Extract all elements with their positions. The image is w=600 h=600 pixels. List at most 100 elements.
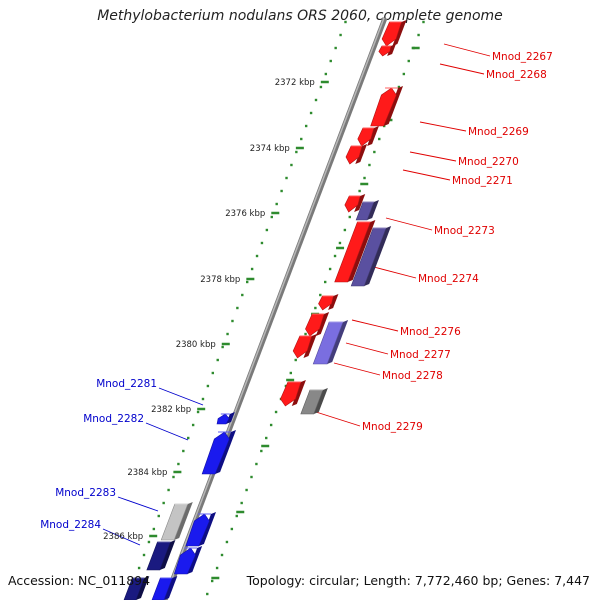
- gene-mnod-2276: [305, 312, 330, 337]
- gene-labels: 2372 kbp 2374 kbp 2376 kbp 2378 kbp 2380 kbp…: [40, 51, 553, 542]
- label-leader-line: [345, 342, 389, 355]
- right-track-dot: [255, 462, 258, 466]
- genome-backbone-highlight: [163, 17, 385, 600]
- forward-gene-label: Mnod_2277: [390, 349, 451, 361]
- label-leader-line: [333, 362, 381, 376]
- gene-mnod-2273: [355, 200, 379, 221]
- accession-footer: Accession: NC_011894: [8, 573, 151, 588]
- gene-mnod-2268: [378, 44, 396, 57]
- gene-mnod-2275: [318, 294, 339, 311]
- left-track-dot: [172, 475, 175, 479]
- left-track-dot: [265, 228, 269, 232]
- left-track-dot: [270, 215, 273, 219]
- left-track-dot: [221, 345, 224, 349]
- gene-features: [123, 20, 407, 600]
- left-track-dot: [260, 241, 264, 245]
- gene-mnod-2284: [146, 540, 176, 571]
- right-track-dot: [250, 475, 253, 479]
- right-track-dot: [265, 436, 268, 440]
- left-track-dot: [285, 176, 288, 180]
- forward-gene-label: Mnod_2267: [492, 51, 553, 63]
- gene-mnod-2274: [350, 226, 392, 287]
- left-track-dot: [162, 501, 165, 505]
- left-track-dot: [250, 267, 254, 271]
- genome-backbone: [162, 17, 388, 600]
- forward-gene-label: Mnod_2279: [362, 421, 423, 433]
- forward-gene-label: Mnod_2270: [458, 156, 519, 168]
- left-track-dot: [177, 462, 180, 466]
- right-track-dot: [324, 280, 327, 284]
- label-leader-line: [409, 151, 457, 162]
- right-track-dot: [368, 163, 371, 167]
- forward-gene-label: Mnod_2273: [434, 225, 495, 237]
- left-track-dot: [201, 397, 205, 401]
- left-track-dot: [334, 46, 337, 50]
- forward-gene-label: Mnod_2276: [400, 326, 461, 338]
- reverse-gene-label: Mnod_2282: [83, 413, 144, 425]
- left-track-dot: [290, 163, 293, 167]
- right-track-dot: [304, 332, 307, 336]
- label-leader-line: [158, 387, 204, 406]
- right-track-dot: [358, 189, 361, 193]
- left-track-dot: [246, 280, 249, 284]
- left-track-dot: [206, 384, 210, 388]
- label-leader-line: [402, 169, 451, 181]
- forward-gene-label: Mnod_2268: [486, 69, 547, 81]
- left-track-dot: [329, 59, 332, 63]
- right-track-dot: [230, 527, 234, 531]
- label-leader-line: [443, 43, 491, 57]
- scale-label: 2372 kbp: [275, 78, 315, 88]
- right-track-dot: [245, 488, 248, 492]
- right-track-dot: [206, 592, 209, 596]
- scale-label: 2386 kbp: [103, 532, 143, 542]
- left-track-dot: [187, 436, 190, 440]
- left-track-dot: [295, 150, 298, 154]
- right-track-dot: [220, 553, 224, 557]
- left-track-dot: [304, 124, 308, 128]
- left-track-dot: [280, 189, 283, 193]
- label-leader-lines: [102, 43, 491, 546]
- map-title: Methylobacterium nodulans ORS 2060, comp…: [97, 8, 503, 24]
- left-track-dot: [309, 111, 313, 115]
- topology-footer: Topology: circular; Length: 7,772,460 bp…: [246, 573, 590, 588]
- left-track-dot: [314, 98, 318, 102]
- label-leader-line: [419, 121, 467, 132]
- gene-mnod-2285b: [151, 576, 178, 600]
- left-track-dot: [191, 423, 195, 427]
- left-track-dot: [339, 33, 342, 37]
- gene-mnod-2269: [370, 86, 404, 127]
- left-track-dot: [167, 488, 170, 492]
- right-track-dot: [378, 137, 381, 141]
- scale-label: 2382 kbp: [151, 405, 191, 415]
- right-track-dot: [343, 228, 347, 232]
- right-track-dot: [422, 20, 425, 24]
- right-track-dot: [328, 267, 332, 271]
- right-track-dot: [210, 579, 214, 583]
- right-track-dot: [274, 410, 278, 414]
- right-track-dot: [289, 371, 293, 375]
- gene-mnod-2283b: [185, 512, 217, 547]
- left-track-dot: [216, 358, 219, 362]
- left-track-dot: [231, 319, 234, 323]
- left-track-dot: [182, 449, 185, 453]
- gene-mnod-2274a: [334, 220, 376, 283]
- forward-gene-label: Mnod_2278: [382, 370, 443, 382]
- right-track-dot: [294, 358, 297, 362]
- gene-mnod-2271: [345, 144, 368, 165]
- label-leader-line: [102, 528, 141, 546]
- right-track-dot: [314, 306, 317, 310]
- left-track-dot: [196, 410, 200, 414]
- left-track-dot: [300, 137, 303, 141]
- left-track-dot: [319, 85, 323, 89]
- right-track-dot: [373, 150, 376, 154]
- right-track-dot: [333, 254, 337, 258]
- label-leader-line: [369, 265, 417, 279]
- left-track-dot: [142, 553, 146, 557]
- left-track-dot: [324, 72, 328, 76]
- right-track-dot: [260, 449, 263, 453]
- right-track-dot: [269, 423, 273, 427]
- gene-mnod-2278: [312, 320, 349, 365]
- reverse-gene-label: Mnod_2283: [55, 487, 116, 499]
- gene-mnod-2285: [123, 576, 150, 600]
